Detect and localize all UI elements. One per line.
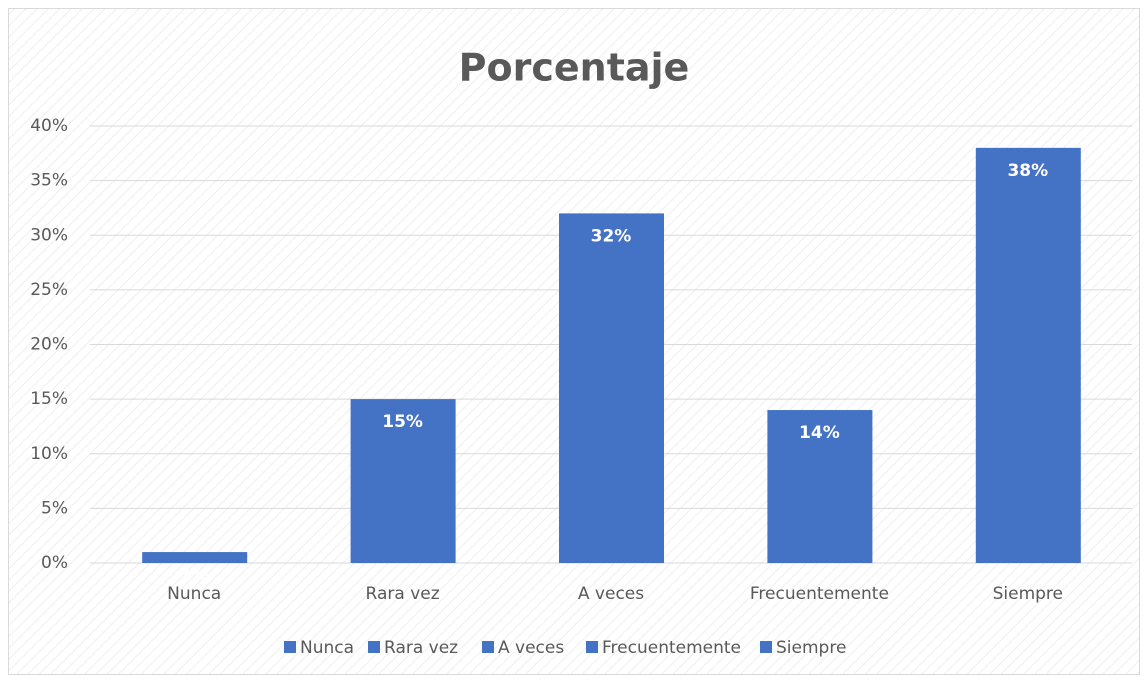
y-tick-label: 0% <box>41 553 68 573</box>
bar <box>142 552 248 563</box>
bar <box>975 147 1081 563</box>
legend-swatch <box>368 641 380 653</box>
bar <box>767 410 873 563</box>
data-label: 32% <box>591 226 632 246</box>
x-tick-label: Rara vez <box>366 584 440 604</box>
data-label: 14% <box>799 423 840 443</box>
y-tick-label: 5% <box>41 498 68 518</box>
legend-label: Rara vez <box>384 638 458 658</box>
legend-swatch <box>586 641 598 653</box>
y-tick-label: 10% <box>30 444 68 464</box>
x-tick-label: Siempre <box>993 584 1063 604</box>
legend-label: A veces <box>498 638 564 658</box>
x-tick-label: Frecuentemente <box>750 584 889 604</box>
y-tick-label: 25% <box>30 280 68 300</box>
bar <box>559 213 664 563</box>
legend-swatch <box>760 641 772 653</box>
legend-swatch <box>284 641 296 653</box>
y-tick-label: 30% <box>30 225 68 245</box>
y-tick-label: 20% <box>30 335 68 355</box>
legend-label: Nunca <box>300 638 354 658</box>
y-tick-label: 35% <box>30 171 68 191</box>
bar <box>350 399 456 563</box>
data-label: 1% <box>180 565 209 585</box>
legend-label: Siempre <box>776 638 846 658</box>
chart-title: Porcentaje <box>459 46 690 90</box>
y-tick-label: 15% <box>30 389 68 409</box>
data-label: 15% <box>382 412 423 432</box>
x-tick-label: Nunca <box>167 584 221 604</box>
legend-label: Frecuentemente <box>602 638 741 658</box>
y-tick-label: 40% <box>30 116 68 136</box>
x-tick-label: A veces <box>578 584 644 604</box>
data-label: 38% <box>1007 161 1048 181</box>
legend-swatch <box>482 641 494 653</box>
